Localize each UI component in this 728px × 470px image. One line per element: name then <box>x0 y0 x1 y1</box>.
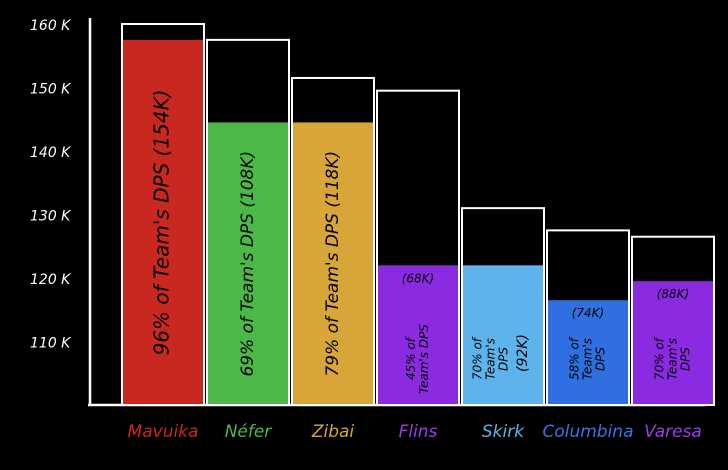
y-tick-label: 110 K <box>30 336 72 352</box>
bar-columbina-fill <box>547 300 629 405</box>
y-tick-label: 140 K <box>30 145 72 161</box>
bar-nfer-fill <box>207 122 289 406</box>
bar-flins-fill <box>377 265 459 405</box>
bar-columbina-outline <box>546 229 630 406</box>
bar-annotation-line: Team's <box>666 338 680 380</box>
x-category-label: Varesa <box>644 422 702 442</box>
bar-dps-value: (92K) <box>515 334 531 372</box>
bar-annotation-line: 70% of <box>652 336 666 380</box>
bar-dps-value: (68K) <box>402 271 435 285</box>
bar-varesa-outline <box>631 235 715 406</box>
y-tick-label: 130 K <box>30 209 72 225</box>
x-category-label: Skirk <box>482 422 525 442</box>
bar-annotation-line: Team's <box>581 338 595 380</box>
bar-zibai-outline <box>291 76 375 406</box>
bar-annotation-line: 69% of Team's DPS (108K) <box>238 151 258 377</box>
bar-varesa-fill <box>632 281 714 405</box>
bar-annotation-line: DPS <box>679 347 693 371</box>
bar-mavuika-outline <box>121 23 205 406</box>
bar-annotation-line: Team's DPS <box>417 324 431 394</box>
bar-annotation-line: DPS <box>594 347 608 371</box>
bar-annotation-line: 96% of Team's DPS (154K) <box>150 89 174 355</box>
bar-dps-value: (88K) <box>657 287 690 301</box>
bar-annotation-line: 45% of <box>404 336 418 380</box>
bar-mavuika-fill <box>122 39 204 405</box>
bar-dps-value: (74K) <box>572 306 605 320</box>
bar-annotation-line: 79% of Team's DPS (118K) <box>323 151 343 377</box>
bar-nfer-outline <box>206 38 290 406</box>
bar-annotation-line: DPS <box>497 347 511 371</box>
bar-annotation-line: 58% of <box>567 336 581 380</box>
x-category-label: Columbina <box>542 422 633 442</box>
bar-skirk-fill <box>462 265 544 405</box>
x-category-label: Flins <box>399 422 438 442</box>
x-category-label: Zibai <box>311 422 355 442</box>
bar-annotation-line: Team's <box>484 338 498 380</box>
x-category-label: Néfer <box>225 422 273 442</box>
bar-flins-outline <box>376 89 460 407</box>
bar-skirk-outline <box>461 207 545 406</box>
y-tick-label: 120 K <box>30 272 72 288</box>
y-tick-label: 160 K <box>30 18 72 34</box>
bar-zibai-fill <box>292 122 374 406</box>
bar-annotation-line: 70% of <box>470 336 484 380</box>
y-tick-label: 150 K <box>30 82 72 98</box>
x-category-label: Mavuika <box>128 422 199 442</box>
